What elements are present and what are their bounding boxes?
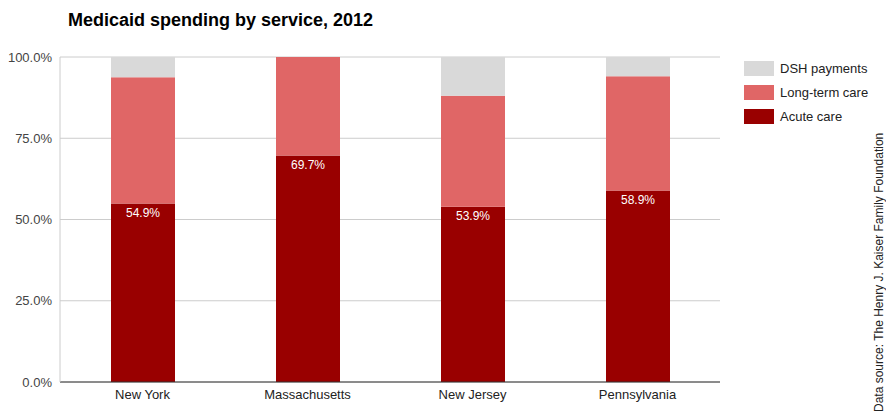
svg-text:53.9%: 53.9% (456, 209, 490, 223)
html-text:Medicaid spending by service,: Medicaid spending by service, 2012 (68, 10, 374, 30)
html-text:Data source: The Henry J. Kais: Data source: The Henry J. Kaiser Family … (872, 132, 886, 412)
svg-text:54.9%: 54.9% (126, 206, 160, 220)
html-text:DSH payments: DSH payments (780, 60, 868, 76)
html-text:Acute care: Acute care (780, 108, 843, 124)
svg-text:Massachusetts: Massachusetts (264, 387, 351, 402)
svg-text:69.7%: 69.7% (291, 158, 325, 172)
svg-text:Pennsylvania: Pennsylvania (599, 387, 677, 402)
svg-text:0.0%: 0.0% (22, 375, 52, 390)
svg-text:100.0%: 100.0% (8, 50, 52, 65)
svg-text:New Jersey: New Jersey (439, 387, 507, 402)
svg-text:75.0%: 75.0% (15, 131, 52, 146)
html-text:Long-term care: Long-term care (780, 84, 869, 100)
svg-text:New York: New York (115, 387, 170, 402)
svg-text:58.9%: 58.9% (621, 193, 655, 207)
svg-text:50.0%: 50.0% (15, 212, 52, 227)
svg-text:25.0%: 25.0% (15, 293, 52, 308)
